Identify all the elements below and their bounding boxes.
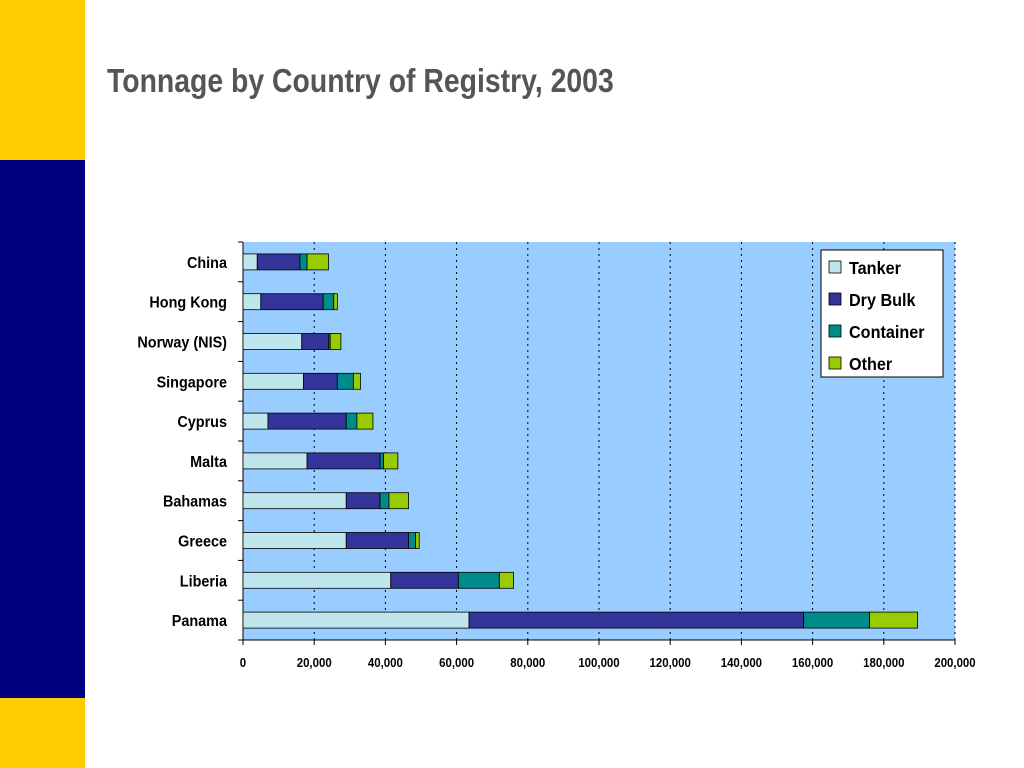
x-tick-label: 200,000 <box>934 655 976 670</box>
bar-segment-dry-bulk <box>301 333 329 350</box>
x-tick-label: 140,000 <box>721 655 763 670</box>
bar-segment-other <box>415 532 420 549</box>
x-tick-label: 120,000 <box>650 655 692 670</box>
legend-label: Other <box>849 354 892 374</box>
legend-label: Dry Bulk <box>849 290 916 310</box>
bar-segment-dry-bulk <box>390 571 459 589</box>
x-tick-label: 80,000 <box>510 655 545 670</box>
bar-segment-other <box>333 293 338 311</box>
x-tick-label: 0 <box>240 655 247 670</box>
bar-segment-container <box>379 452 385 470</box>
bar-segment-tanker <box>242 532 347 549</box>
bar-segment-container <box>322 293 335 311</box>
left-bar-gold-bottom <box>0 698 85 768</box>
bar-segment-container <box>299 253 308 271</box>
y-category-label: Greece <box>178 533 227 551</box>
bar-segment-dry-bulk <box>267 412 347 430</box>
bar-segment-container <box>379 492 390 510</box>
x-tick-label: 180,000 <box>863 655 905 670</box>
legend-swatch <box>828 324 842 338</box>
bar-segment-dry-bulk <box>260 293 324 311</box>
bar-segment-other <box>388 492 409 510</box>
y-category-label: Hong Kong <box>149 294 227 312</box>
bar-segment-tanker <box>242 452 308 470</box>
bar-segment-tanker <box>242 492 347 510</box>
bar-segment-container <box>457 571 500 589</box>
bar-segment-other <box>352 372 361 390</box>
bar-segment-dry-bulk <box>345 492 381 510</box>
bar-segment-tanker <box>242 412 269 430</box>
bar-segment-tanker <box>242 253 258 271</box>
bar-segment-tanker <box>242 611 470 629</box>
y-category-label: Malta <box>190 453 227 471</box>
y-category-label: Liberia <box>180 573 228 591</box>
bar-segment-other <box>356 412 374 430</box>
bar-segment-container <box>408 532 417 549</box>
left-bar-navy <box>0 160 85 698</box>
x-tick-label: 20,000 <box>297 655 332 670</box>
bar-segment-other <box>383 452 399 470</box>
x-tick-label: 60,000 <box>439 655 474 670</box>
x-tick-label: 100,000 <box>578 655 620 670</box>
bar-segment-container <box>345 412 358 430</box>
bar-segment-other <box>329 333 342 350</box>
bar-segment-tanker <box>242 571 392 589</box>
legend-swatch <box>828 356 842 370</box>
legend-label: Container <box>849 322 925 342</box>
bar-segment-other <box>869 611 919 629</box>
y-category-label: Panama <box>172 612 228 630</box>
bar-segment-dry-bulk <box>306 452 381 470</box>
y-category-label: Bahamas <box>163 493 227 511</box>
legend-label: Tanker <box>849 258 901 278</box>
bar-segment-other <box>498 571 514 589</box>
bar-segment-tanker <box>242 372 304 390</box>
bar-segment-dry-bulk <box>468 611 805 629</box>
left-decorative-bar <box>0 0 85 768</box>
bar-segment-tanker <box>242 293 262 311</box>
y-category-label: Singapore <box>157 374 227 392</box>
left-bar-gold-top <box>0 0 85 160</box>
bar-segment-tanker <box>242 333 303 350</box>
y-category-label: Cyprus <box>177 413 227 431</box>
y-category-label: Norway (NIS) <box>137 334 227 352</box>
bar-segment-dry-bulk <box>256 253 301 271</box>
y-category-label: China <box>187 254 228 272</box>
x-tick-label: 160,000 <box>792 655 834 670</box>
bar-segment-container <box>803 611 870 629</box>
bar-segment-dry-bulk <box>303 372 338 390</box>
legend-swatch <box>828 260 842 274</box>
x-tick-label: 40,000 <box>368 655 403 670</box>
slide-title: Tonnage by Country of Registry, 2003 <box>107 62 614 99</box>
bar-segment-other <box>306 253 329 271</box>
bar-segment-container <box>336 372 354 390</box>
legend-swatch <box>828 292 842 306</box>
bar-segment-dry-bulk <box>345 532 409 549</box>
